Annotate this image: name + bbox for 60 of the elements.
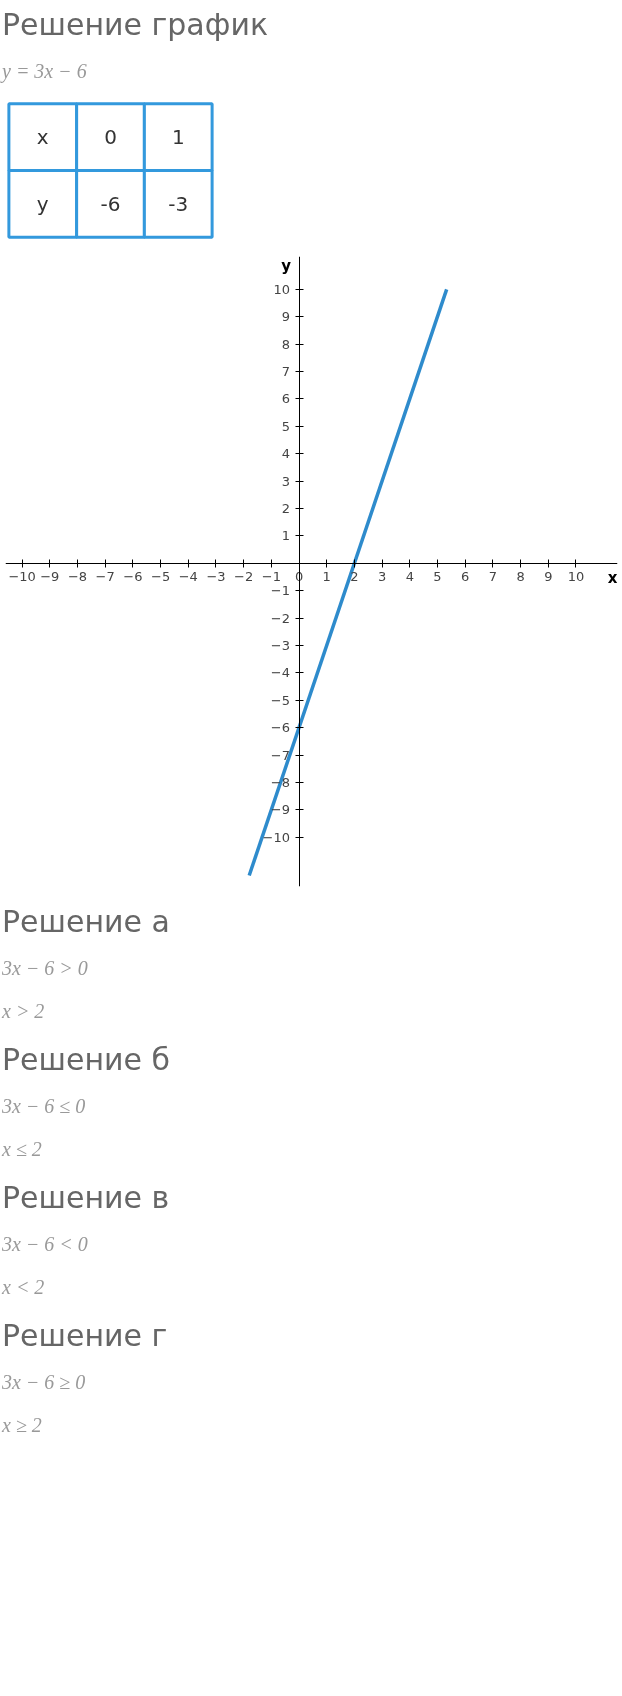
text: Решение график [2, 6, 269, 44]
x-tick-label: 4 [405, 569, 414, 585]
text: y = 3x − 6 [2, 58, 87, 85]
text: Решение в [2, 1179, 170, 1218]
x-tick-label: 8 [516, 569, 525, 585]
text: -6 [100, 192, 121, 217]
x-tick-label: −8 [67, 569, 88, 585]
y-tick-label: 4 [281, 446, 291, 462]
x-tick-label: 6 [461, 569, 470, 585]
x-tick-label: 10 [567, 569, 585, 585]
text: 0 [104, 125, 117, 150]
text: Решение г [2, 1317, 168, 1356]
x-tick-label: 5 [433, 569, 442, 585]
x-tick-label: 1 [322, 569, 331, 585]
x-tick-label: −6 [123, 569, 143, 585]
text: x > 2 [2, 998, 45, 1024]
text: 1 [171, 125, 185, 150]
y-tick-label: 2 [281, 501, 291, 517]
y-tick-label: −2 [270, 610, 291, 626]
y-tick-label: 1 [281, 528, 291, 544]
y-tick-label: −9 [270, 802, 291, 818]
x-tick-label: −3 [206, 569, 226, 585]
text: 3x − 6 < 0 [2, 1232, 88, 1258]
y-tick-label: −4 [270, 665, 291, 681]
x-tick-label: −9 [40, 569, 60, 585]
x-tick-label: 7 [488, 569, 498, 585]
text: 3x − 6 ≥ 0 [2, 1370, 86, 1396]
x-tick-label: 3 [377, 569, 387, 585]
y-tick-label: 10 [273, 282, 291, 298]
x-tick-label: −7 [95, 569, 115, 585]
y-tick-label: −1 [270, 583, 291, 599]
x-tick-label: 9 [544, 569, 553, 585]
text: Решение б [2, 1041, 171, 1080]
y-tick-label: 5 [281, 419, 291, 435]
text: x < 2 [2, 1274, 45, 1300]
x-tick-label: −2 [234, 569, 254, 585]
y-tick-label: 8 [281, 337, 291, 353]
y-tick-label: 3 [281, 474, 291, 490]
y-tick-label: 9 [281, 309, 291, 325]
text: 3x − 6 ≤ 0 [2, 1094, 86, 1120]
text: x ≤ 2 [2, 1136, 42, 1162]
y-tick-label: −5 [270, 693, 291, 709]
text: Решение а [2, 903, 170, 942]
y-tick-label: −10 [262, 830, 291, 846]
x-tick-label: −10 [8, 569, 36, 585]
category-label: x [36, 125, 49, 150]
y-tick-label: −3 [270, 638, 291, 654]
y-tick-label: −6 [270, 720, 291, 736]
text: x ≥ 2 [2, 1412, 42, 1438]
x-tick-label: −5 [151, 569, 171, 585]
text: 3x − 6 > 0 [2, 956, 88, 982]
y-tick-label: 7 [281, 364, 291, 380]
x-tick-label: −4 [178, 569, 198, 585]
y-axis-title: y [281, 256, 292, 275]
x-axis-title: x [607, 569, 618, 588]
category-label: y [36, 192, 49, 217]
x-tick-label: 2 [350, 569, 359, 585]
y-tick-label: 6 [281, 391, 291, 407]
y-tick-label: −7 [270, 747, 291, 763]
text: -3 [168, 192, 189, 217]
